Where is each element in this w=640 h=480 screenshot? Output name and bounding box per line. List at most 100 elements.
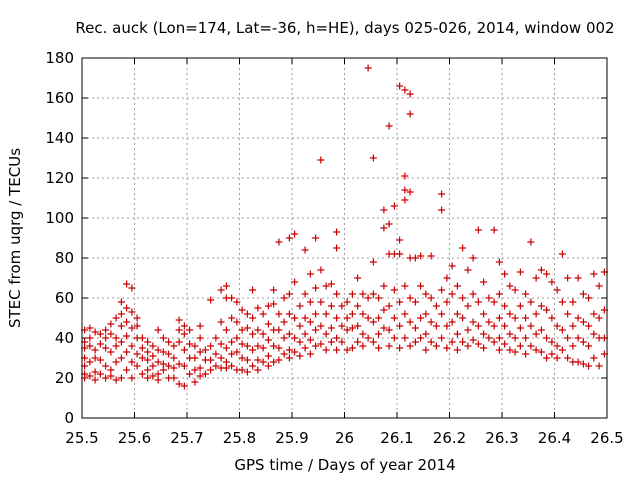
- data-point: [117, 322, 125, 330]
- data-point: [165, 338, 173, 346]
- data-point: [480, 310, 488, 318]
- data-point: [128, 342, 136, 350]
- data-point: [553, 322, 561, 330]
- data-point: [317, 156, 325, 164]
- data-point: [532, 310, 540, 318]
- data-point: [375, 344, 383, 352]
- data-point: [401, 172, 409, 180]
- data-point: [380, 282, 388, 290]
- data-point: [474, 340, 482, 348]
- data-point: [585, 294, 593, 302]
- data-point: [128, 324, 136, 332]
- data-point: [396, 236, 404, 244]
- data-point: [133, 362, 141, 370]
- data-point: [91, 354, 99, 362]
- data-point: [364, 334, 372, 342]
- data-point: [406, 90, 414, 98]
- data-point: [579, 290, 587, 298]
- data-point: [432, 342, 440, 350]
- data-point: [228, 362, 236, 370]
- x-tick-label: 26.4: [538, 429, 571, 447]
- y-tick-label: 180: [45, 49, 74, 67]
- data-point: [511, 286, 519, 294]
- data-point: [123, 366, 131, 374]
- data-point: [590, 310, 598, 318]
- data-point: [175, 380, 183, 388]
- data-point: [201, 370, 209, 378]
- data-point: [86, 342, 94, 350]
- data-point: [543, 270, 551, 278]
- data-point: [427, 318, 435, 326]
- data-point: [112, 342, 120, 350]
- data-point: [159, 334, 167, 342]
- data-point: [490, 338, 498, 346]
- data-point: [159, 366, 167, 374]
- data-point: [270, 358, 278, 366]
- data-point: [422, 290, 430, 298]
- data-point: [333, 290, 341, 298]
- data-point: [322, 330, 330, 338]
- data-point: [322, 346, 330, 354]
- data-point: [553, 354, 561, 362]
- data-point: [285, 330, 293, 338]
- data-point: [154, 370, 162, 378]
- data-point: [275, 310, 283, 318]
- data-point: [443, 344, 451, 352]
- data-point: [180, 330, 188, 338]
- data-point: [207, 366, 215, 374]
- x-tick-label: 26: [335, 429, 354, 447]
- data-point: [222, 358, 230, 366]
- data-point: [138, 354, 146, 362]
- y-tick-label: 80: [55, 249, 74, 267]
- data-point: [401, 310, 409, 318]
- data-point: [459, 338, 467, 346]
- data-point: [417, 282, 425, 290]
- data-point: [380, 224, 388, 232]
- data-point: [396, 298, 404, 306]
- data-point: [448, 262, 456, 270]
- data-point: [501, 322, 509, 330]
- data-point: [385, 122, 393, 130]
- data-point: [343, 326, 351, 334]
- data-point: [102, 334, 110, 342]
- data-point: [207, 342, 215, 350]
- y-tick-label: 100: [45, 209, 74, 227]
- data-point: [527, 298, 535, 306]
- data-point: [574, 334, 582, 342]
- data-point: [317, 266, 325, 274]
- data-point: [485, 334, 493, 342]
- data-point: [196, 348, 204, 356]
- data-point: [159, 348, 167, 356]
- data-point: [343, 346, 351, 354]
- y-tick-label: 0: [64, 409, 74, 427]
- data-point: [543, 306, 551, 314]
- data-point: [543, 354, 551, 362]
- data-point: [186, 326, 194, 334]
- data-point: [249, 346, 257, 354]
- data-point: [217, 318, 225, 326]
- data-point: [590, 330, 598, 338]
- data-point: [212, 334, 220, 342]
- data-point: [123, 318, 131, 326]
- data-point: [490, 226, 498, 234]
- data-point: [86, 324, 94, 332]
- y-tick-label: 60: [55, 289, 74, 307]
- data-point: [259, 330, 267, 338]
- data-point: [548, 278, 556, 286]
- data-point: [396, 250, 404, 258]
- data-point: [401, 282, 409, 290]
- data-point: [427, 252, 435, 260]
- data-point: [522, 334, 530, 342]
- data-point: [453, 282, 461, 290]
- data-point: [301, 330, 309, 338]
- data-point: [128, 358, 136, 366]
- data-point: [249, 362, 257, 370]
- data-point: [280, 334, 288, 342]
- data-point: [385, 326, 393, 334]
- data-point: [474, 226, 482, 234]
- data-point: [359, 342, 367, 350]
- data-point: [280, 318, 288, 326]
- data-point: [401, 186, 409, 194]
- data-point: [180, 322, 188, 330]
